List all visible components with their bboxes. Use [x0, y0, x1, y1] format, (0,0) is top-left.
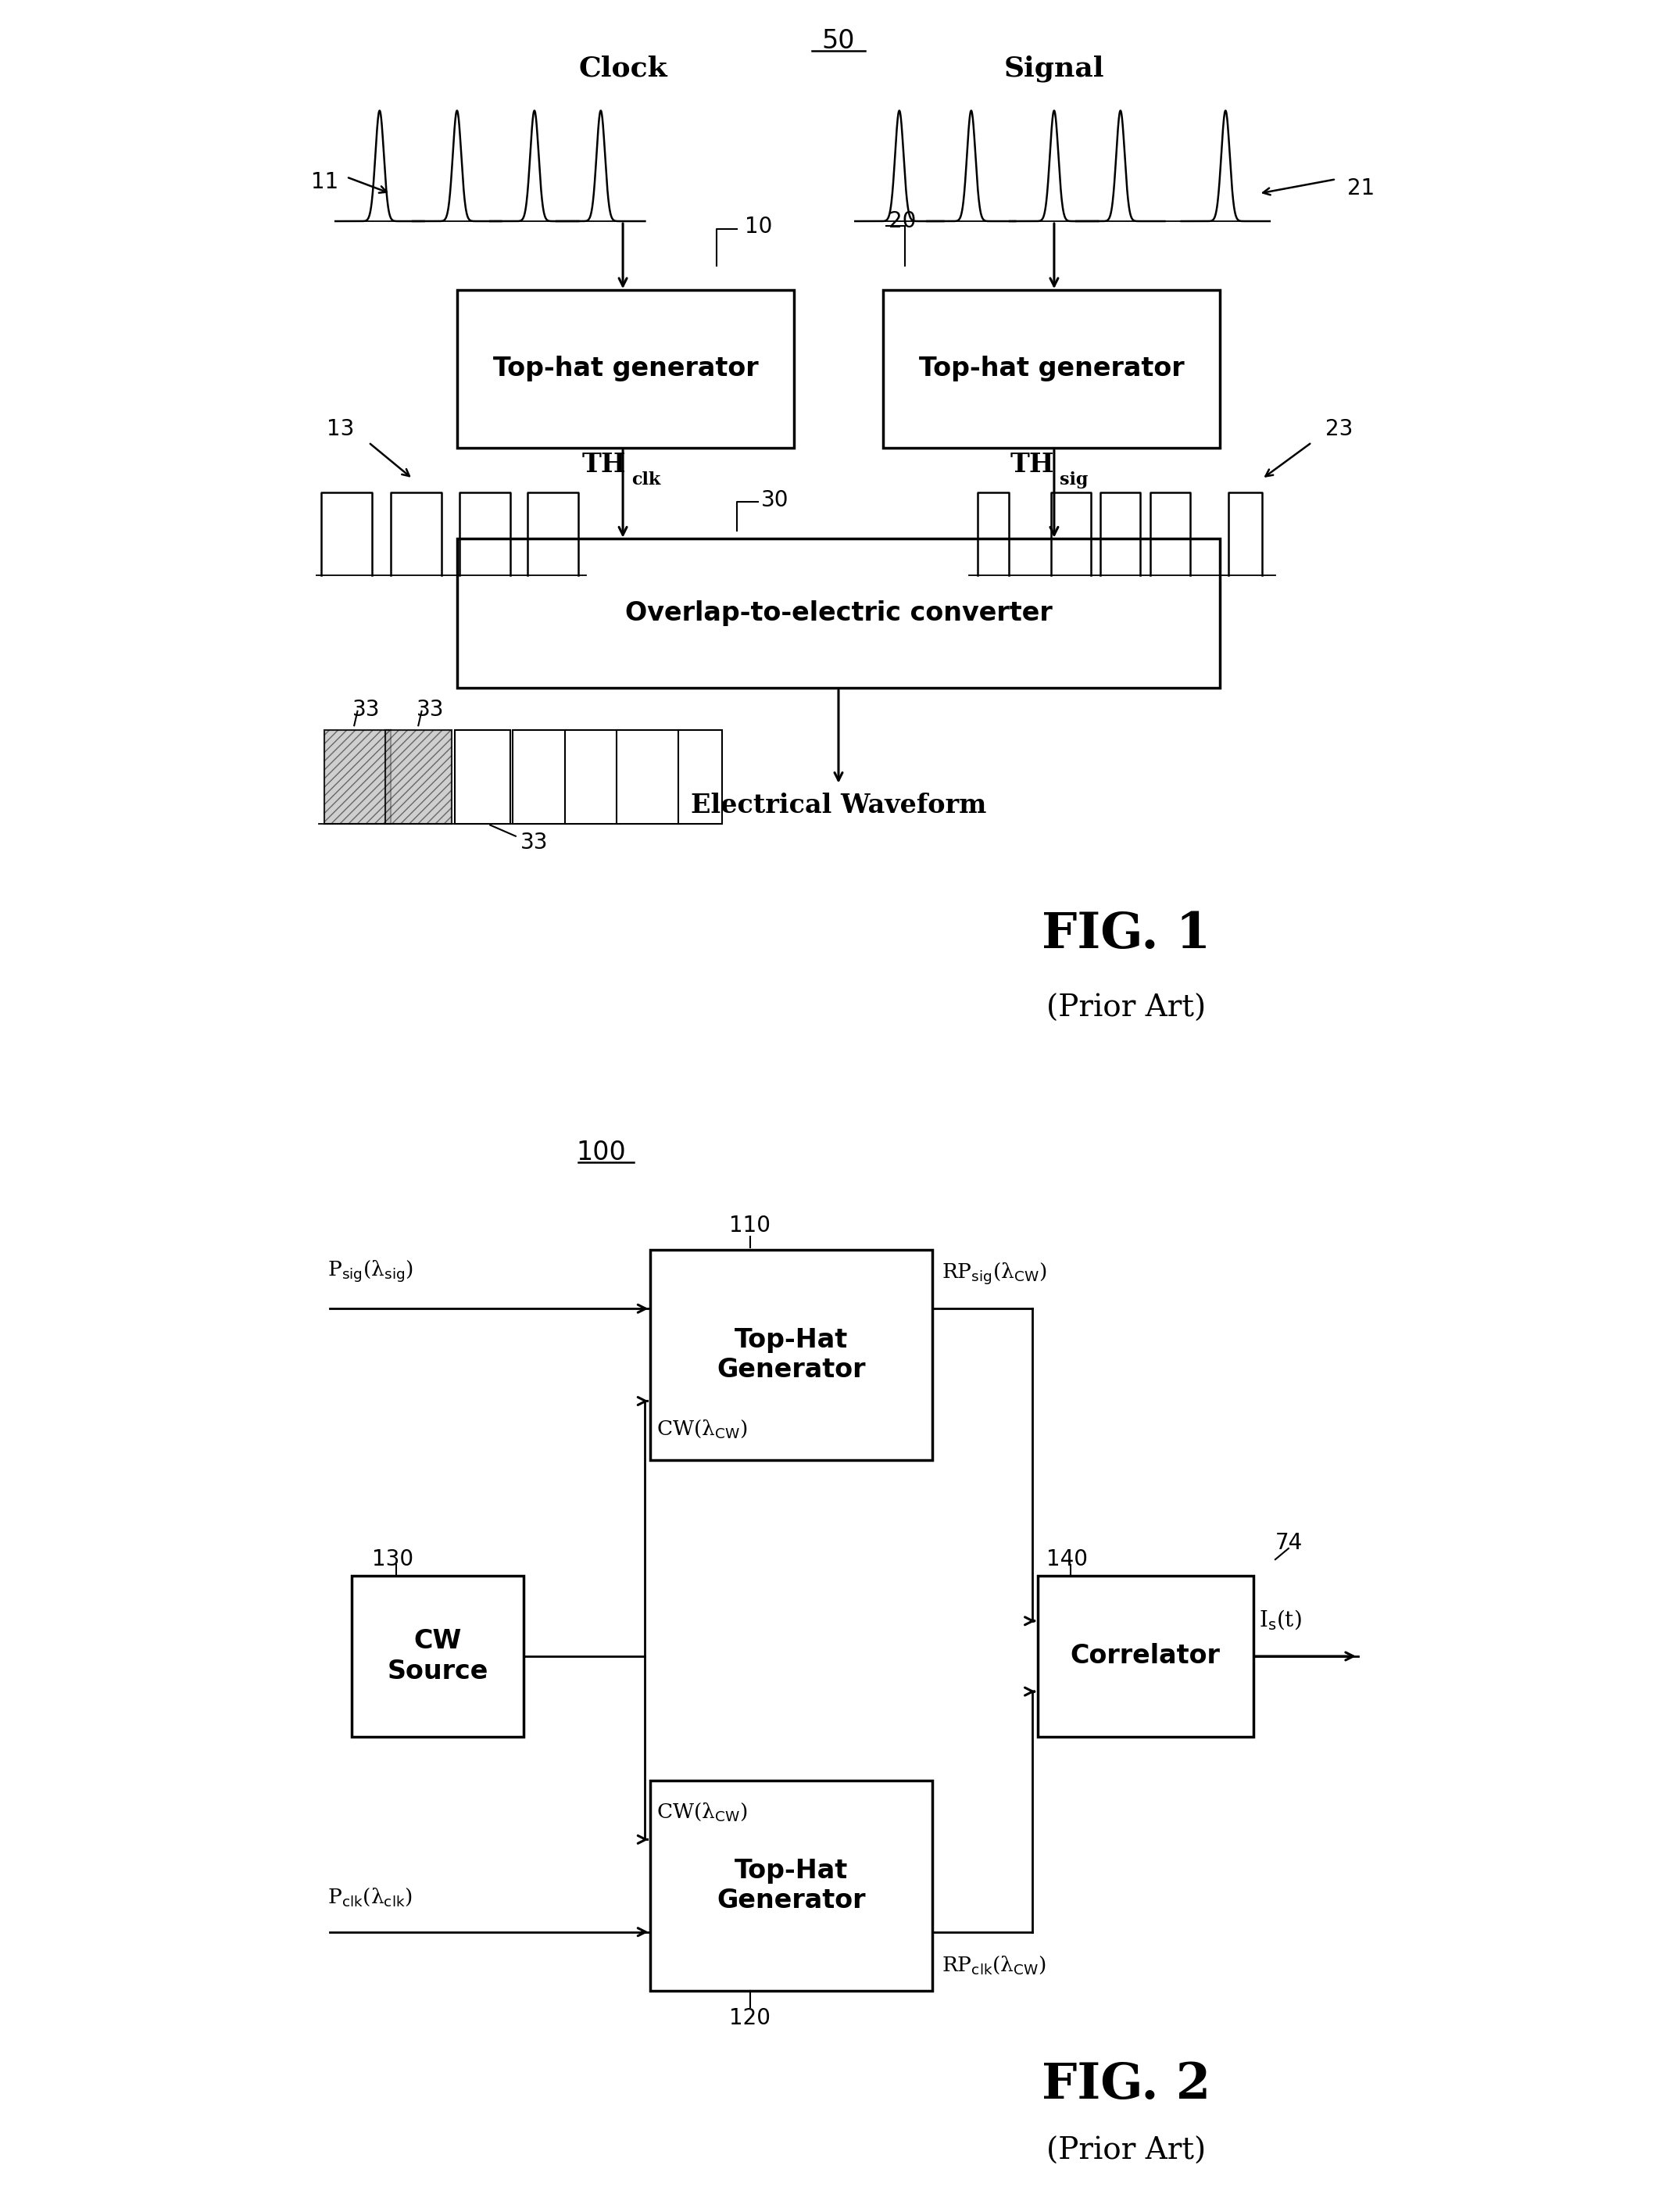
- Text: 33: 33: [352, 699, 379, 721]
- Text: 110: 110: [729, 1214, 771, 1237]
- Text: FIG. 1: FIG. 1: [1041, 911, 1211, 958]
- Text: RP$_{\rm sig}$(λ$_{\rm CW}$): RP$_{\rm sig}$(λ$_{\rm CW}$): [941, 1261, 1046, 1287]
- Text: TH: TH: [582, 451, 626, 478]
- Bar: [458, 540, 1219, 688]
- Text: Clock: Clock: [579, 55, 667, 82]
- Text: 120: 120: [729, 2008, 771, 2028]
- Text: Electrical Waveform: Electrical Waveform: [691, 792, 986, 818]
- Text: 74: 74: [1275, 1533, 1303, 1553]
- Text: P$_{\rm clk}$(λ$_{\rm clk}$): P$_{\rm clk}$(λ$_{\rm clk}$): [327, 1887, 413, 1907]
- Text: I$_{\rm s}$(t): I$_{\rm s}$(t): [1259, 1608, 1301, 1632]
- Bar: [386, 730, 451, 825]
- Bar: [565, 730, 620, 825]
- Text: Correlator: Correlator: [1070, 1644, 1221, 1670]
- Bar: [458, 290, 795, 447]
- Text: (Prior Art): (Prior Art): [1046, 993, 1206, 1024]
- Bar: [651, 1781, 932, 1991]
- Text: RP$_{\rm clk}$(λ$_{\rm CW}$): RP$_{\rm clk}$(λ$_{\rm CW}$): [941, 1953, 1046, 1975]
- Bar: [678, 730, 723, 825]
- Text: 13: 13: [327, 418, 354, 440]
- Bar: [454, 730, 510, 825]
- Text: 11: 11: [312, 173, 339, 192]
- Text: FIG. 2: FIG. 2: [1041, 2062, 1211, 2108]
- Text: Top-hat generator: Top-hat generator: [493, 356, 758, 383]
- Bar: [882, 290, 1219, 447]
- Text: 100: 100: [575, 1139, 626, 1166]
- Text: clk: clk: [632, 471, 661, 489]
- Text: 20: 20: [889, 210, 916, 232]
- Text: P$_{\rm sig}$(λ$_{\rm sig}$): P$_{\rm sig}$(λ$_{\rm sig}$): [327, 1259, 414, 1285]
- Text: 33: 33: [416, 699, 444, 721]
- Text: CW
Source: CW Source: [387, 1628, 488, 1683]
- Bar: [651, 1250, 932, 1460]
- Text: 50: 50: [822, 29, 855, 53]
- Bar: [615, 730, 681, 825]
- Text: 23: 23: [1325, 418, 1353, 440]
- Text: Top-hat generator: Top-hat generator: [919, 356, 1184, 383]
- Bar: [324, 730, 391, 825]
- Text: 33: 33: [520, 832, 548, 854]
- Text: 10: 10: [745, 217, 771, 237]
- Text: Top-Hat
Generator: Top-Hat Generator: [718, 1858, 865, 1913]
- Text: Overlap-to-electric converter: Overlap-to-electric converter: [626, 599, 1051, 626]
- Bar: [511, 730, 567, 825]
- Bar: [386, 730, 451, 825]
- Bar: [324, 730, 391, 825]
- Text: Top-Hat
Generator: Top-Hat Generator: [718, 1327, 865, 1382]
- Bar: [352, 1575, 523, 1736]
- Text: 21: 21: [1347, 177, 1375, 199]
- Text: 140: 140: [1046, 1548, 1088, 1571]
- Text: sig: sig: [1060, 471, 1088, 489]
- Text: TH: TH: [1010, 451, 1055, 478]
- Text: CW(λ$_{\rm CW}$): CW(λ$_{\rm CW}$): [656, 1801, 748, 1823]
- Text: Signal: Signal: [1005, 55, 1105, 82]
- Text: (Prior Art): (Prior Art): [1046, 2137, 1206, 2166]
- Bar: [1038, 1575, 1253, 1736]
- Text: 30: 30: [761, 489, 788, 511]
- Text: CW(λ$_{\rm CW}$): CW(λ$_{\rm CW}$): [656, 1418, 748, 1440]
- Text: 130: 130: [372, 1548, 414, 1571]
